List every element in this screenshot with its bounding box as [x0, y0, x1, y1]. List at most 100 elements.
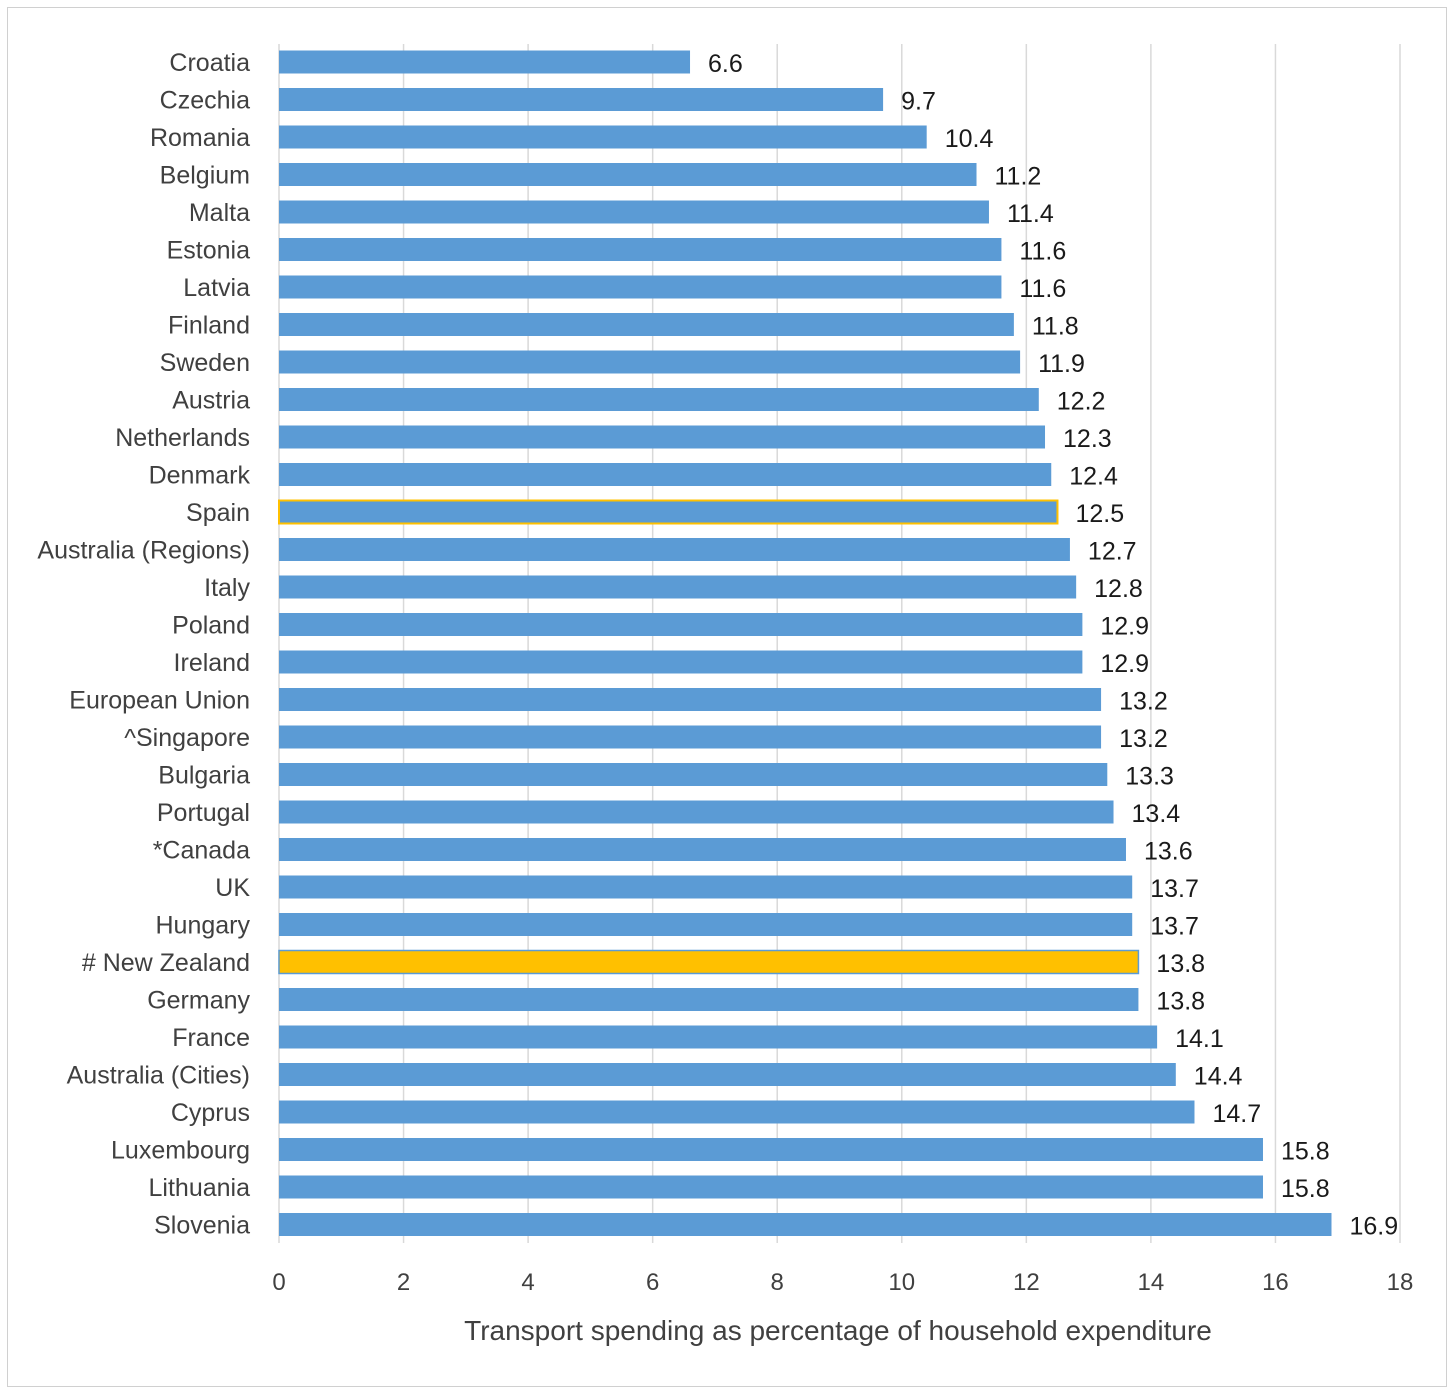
value-label-hungary: 13.7	[1150, 913, 1199, 941]
value-label-malta: 11.4	[1007, 200, 1054, 228]
value-label-denmark: 12.4	[1069, 463, 1118, 491]
bar-bulgaria	[279, 763, 1108, 786]
value-label-uk: 13.7	[1150, 875, 1199, 903]
value-label-belgium: 11.2	[995, 163, 1042, 191]
category-label-ireland: Ireland	[174, 649, 250, 677]
category-label-croatia: Croatia	[169, 49, 250, 77]
x-axis-tick-labels: 0 2 4 6 8 10 12 14 16 18	[272, 1269, 1413, 1296]
value-label-canada: 13.6	[1144, 838, 1193, 866]
value-label-sweden: 11.9	[1038, 350, 1085, 378]
bar-belgium	[279, 163, 977, 186]
value-label-spain: 12.5	[1075, 500, 1124, 528]
x-tick-label-16: 16	[1262, 1269, 1289, 1296]
bar-new-zealand	[278, 949, 1140, 975]
category-label-bulgaria: Bulgaria	[158, 762, 250, 790]
category-label-spain: Spain	[186, 499, 250, 527]
category-label-germany: Germany	[147, 987, 250, 1015]
value-label-ireland: 12.9	[1100, 650, 1149, 678]
bar-hungary	[279, 913, 1133, 936]
category-label-malta: Malta	[189, 199, 250, 227]
bar-finland	[279, 313, 1014, 336]
x-tick-label-6: 6	[646, 1269, 659, 1296]
bar-portugal	[279, 800, 1114, 824]
bar-netherlands	[279, 425, 1046, 449]
x-tick-label-10: 10	[888, 1269, 915, 1296]
bar-estonia	[279, 238, 1002, 261]
value-label-bulgaria: 13.3	[1125, 763, 1174, 791]
category-label-hungary: Hungary	[156, 912, 251, 940]
category-label-sweden: Sweden	[160, 349, 250, 377]
value-label-european-union: 13.2	[1119, 688, 1168, 716]
category-label-austria: Austria	[172, 387, 250, 415]
x-tick-label-12: 12	[1013, 1269, 1040, 1296]
bar-slovenia	[279, 1213, 1332, 1236]
category-label-canada: *Canada	[153, 837, 250, 865]
category-labels: Croatia Czechia Romania Belgium Malta Estonia…	[37, 49, 250, 1240]
bar-romania	[279, 125, 927, 149]
category-label-uk: UK	[215, 874, 250, 902]
value-label-germany: 13.8	[1156, 988, 1205, 1016]
value-label-australia-cities: 14.4	[1194, 1063, 1243, 1091]
value-label-finland: 11.8	[1032, 313, 1079, 341]
bar-ireland	[279, 650, 1083, 674]
value-label-netherlands: 12.3	[1063, 425, 1112, 453]
category-label-estonia: Estonia	[167, 237, 250, 265]
category-label-netherlands: Netherlands	[115, 424, 250, 452]
category-label-finland: Finland	[168, 312, 250, 340]
value-label-slovenia: 16.9	[1349, 1213, 1398, 1241]
bar-italy	[279, 575, 1077, 599]
value-label-estonia: 11.6	[1019, 238, 1066, 266]
category-label-european-union: European Union	[69, 687, 250, 715]
bar-czechia	[279, 88, 884, 111]
category-label-lithuania: Lithuania	[149, 1174, 251, 1202]
category-label-australia-regions: Australia (Regions)	[37, 537, 250, 565]
category-label-belgium: Belgium	[160, 162, 250, 190]
bars	[278, 50, 1332, 1236]
category-label-luxembourg: Luxembourg	[111, 1137, 250, 1165]
value-label-france: 14.1	[1175, 1025, 1224, 1053]
category-label-czechia: Czechia	[160, 87, 250, 115]
value-label-latvia: 11.6	[1019, 275, 1066, 303]
bar-latvia	[279, 275, 1002, 299]
bar-european-union	[279, 688, 1102, 711]
value-label-portugal: 13.4	[1132, 800, 1181, 828]
category-label-cyprus: Cyprus	[171, 1099, 250, 1127]
category-label-poland: Poland	[172, 612, 250, 640]
x-tick-label-14: 14	[1138, 1269, 1165, 1296]
value-labels: 6.6 9.7 10.411.2 11.4 11.6 11.6 11.8 11.9 12.2 12…	[708, 50, 1398, 1241]
value-label-czechia: 9.7	[901, 88, 936, 116]
bar-sweden	[279, 350, 1021, 374]
bar-australia-regions	[279, 538, 1070, 561]
bar-australia-cities	[279, 1063, 1176, 1086]
bar-austria	[279, 388, 1039, 411]
bar-france	[279, 1025, 1158, 1049]
category-label-romania: Romania	[150, 124, 250, 152]
category-label-denmark: Denmark	[149, 462, 251, 490]
category-label-new-zealand: # New Zealand	[82, 949, 250, 977]
category-label-italy: Italy	[204, 574, 250, 602]
value-label-australia-regions: 12.7	[1088, 538, 1137, 566]
value-label-austria: 12.2	[1057, 388, 1106, 416]
value-label-romania: 10.4	[945, 125, 994, 153]
bar-singapore	[279, 725, 1102, 749]
bar-lithuania	[279, 1175, 1263, 1199]
value-label-lithuania: 15.8	[1281, 1175, 1330, 1203]
bar-denmark	[279, 463, 1052, 486]
x-tick-label-8: 8	[771, 1269, 784, 1296]
category-label-australia-cities: Australia (Cities)	[67, 1062, 250, 1090]
category-label-france: France	[172, 1024, 250, 1052]
value-label-poland: 12.9	[1100, 613, 1149, 641]
category-label-slovenia: Slovenia	[154, 1212, 250, 1240]
bar-croatia	[279, 50, 691, 74]
x-tick-label-18: 18	[1387, 1269, 1414, 1296]
category-label-singapore: ^Singapore	[124, 724, 250, 752]
value-label-new-zealand: 13.8	[1156, 950, 1205, 978]
bar-canada	[279, 838, 1126, 861]
bar-uk	[279, 875, 1133, 899]
value-label-luxembourg: 15.8	[1281, 1138, 1330, 1166]
x-tick-label-2: 2	[397, 1269, 410, 1296]
value-label-croatia: 6.6	[708, 50, 743, 78]
bar-malta	[279, 200, 989, 224]
x-axis-title: Transport spending as percentage of hous…	[464, 1315, 1212, 1346]
